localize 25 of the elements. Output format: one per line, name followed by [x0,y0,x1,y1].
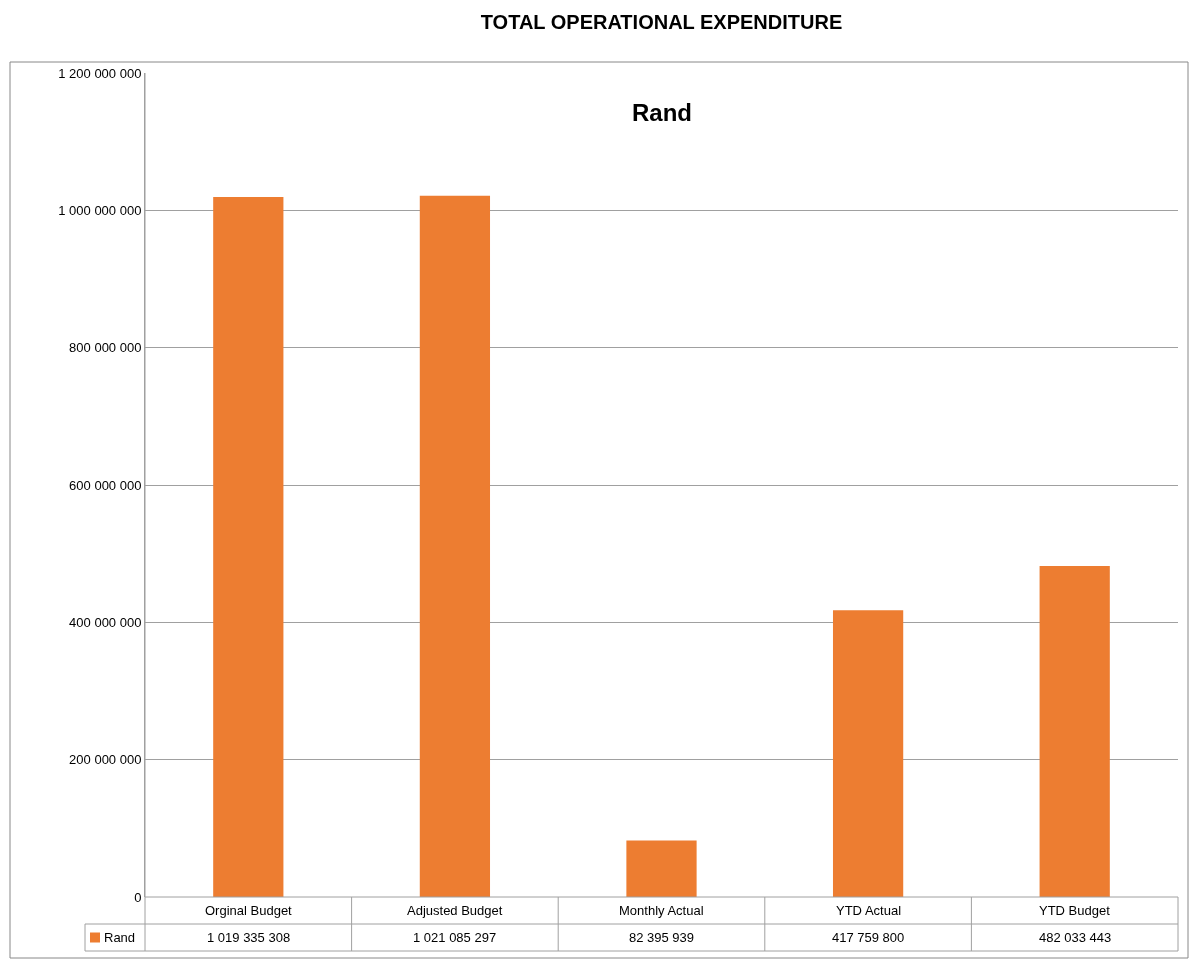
x-tick-label: Monthly Actual [619,903,704,918]
x-tick-label: YTD Actual [836,903,902,918]
x-tick-label: YTD Budget [1039,903,1111,918]
data-label: 417 759 800 [832,930,905,945]
data-label: 482 033 443 [1039,930,1112,945]
x-tick-label: Orginal Budget [205,903,293,918]
bar [1039,566,1110,897]
y-tick-label: 1 000 000 000 [58,202,142,218]
y-tick-label: 800 000 000 [69,340,142,356]
y-tick-label: 600 000 000 [69,477,142,493]
bar [832,610,904,897]
bar [419,195,491,897]
x-tick-label: Adjusted Budget [407,903,503,918]
y-tick-label: 0 [134,889,142,905]
legend-label: Rand [104,930,136,945]
bar [626,840,697,897]
y-tick-label: 1 200 000 000 [58,65,142,81]
data-label: 1 019 335 308 [207,930,291,945]
data-label: 82 395 939 [629,930,695,945]
y-tick-label: 200 000 000 [69,752,142,768]
text: Rand [632,99,692,126]
bar [213,197,284,897]
y-tick-label: 400 000 000 [69,614,142,630]
data-label: 1 021 085 297 [413,930,497,945]
chart-title: TOTAL OPERATIONAL EXPENDITURE [480,11,843,33]
